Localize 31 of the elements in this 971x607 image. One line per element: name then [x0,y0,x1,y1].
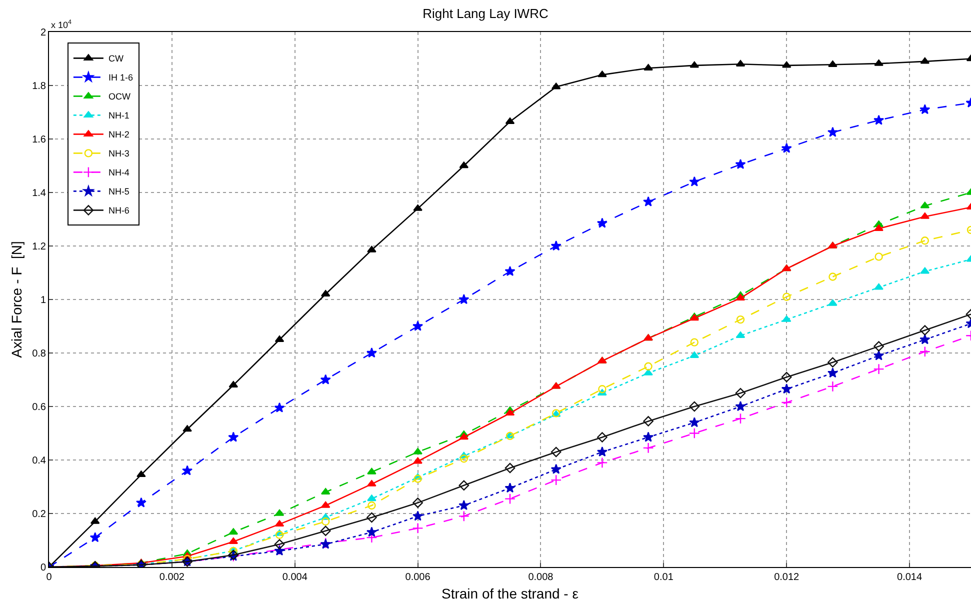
x-tick-label: 0.008 [528,572,554,583]
y-tick-label: 1 [40,295,46,306]
y-tick-label: 0.6 [32,402,46,413]
legend-label: NH-5 [108,186,130,197]
legend-label: CW [108,54,124,64]
x-tick-label: 0.012 [774,572,800,583]
y-tick-label: 1.8 [32,81,46,92]
y-tick-label: 0 [40,562,46,574]
y-tick-label: 0.4 [32,456,46,466]
legend-label: OCW [108,92,131,102]
legend-label: NH-1 [108,110,130,121]
x-axis-title: Strain of the strand - ε [442,585,578,602]
y-tick-label: 1.6 [32,134,46,146]
legend-label: NH-2 [108,130,130,140]
x-tick-label: 0.014 [897,572,922,583]
y-axis-title: Axial Force - F [N] [8,241,25,358]
y-tick-label: 2 [40,28,46,38]
x-tick-label: 0.006 [405,572,431,583]
text: x 10$^{4}$ [51,19,72,30]
legend-label: NH-3 [108,148,130,159]
y-tick-label: 0.8 [32,348,46,360]
x-tick-label: 0.01 [654,572,674,583]
y-tick-label: 0.2 [32,509,46,520]
legend-label: IH 1-6 [108,72,133,83]
y-tick-label: 1.4 [32,188,46,199]
y-tick-label: 1.2 [32,242,46,252]
chart-title: Right Lang Lay IWRC [422,6,548,22]
x-tick-label: 0.004 [282,572,308,583]
legend-label: NH-4 [108,168,130,178]
legend-label: NH-6 [108,206,130,216]
x-tick-label: 0.002 [159,572,185,583]
